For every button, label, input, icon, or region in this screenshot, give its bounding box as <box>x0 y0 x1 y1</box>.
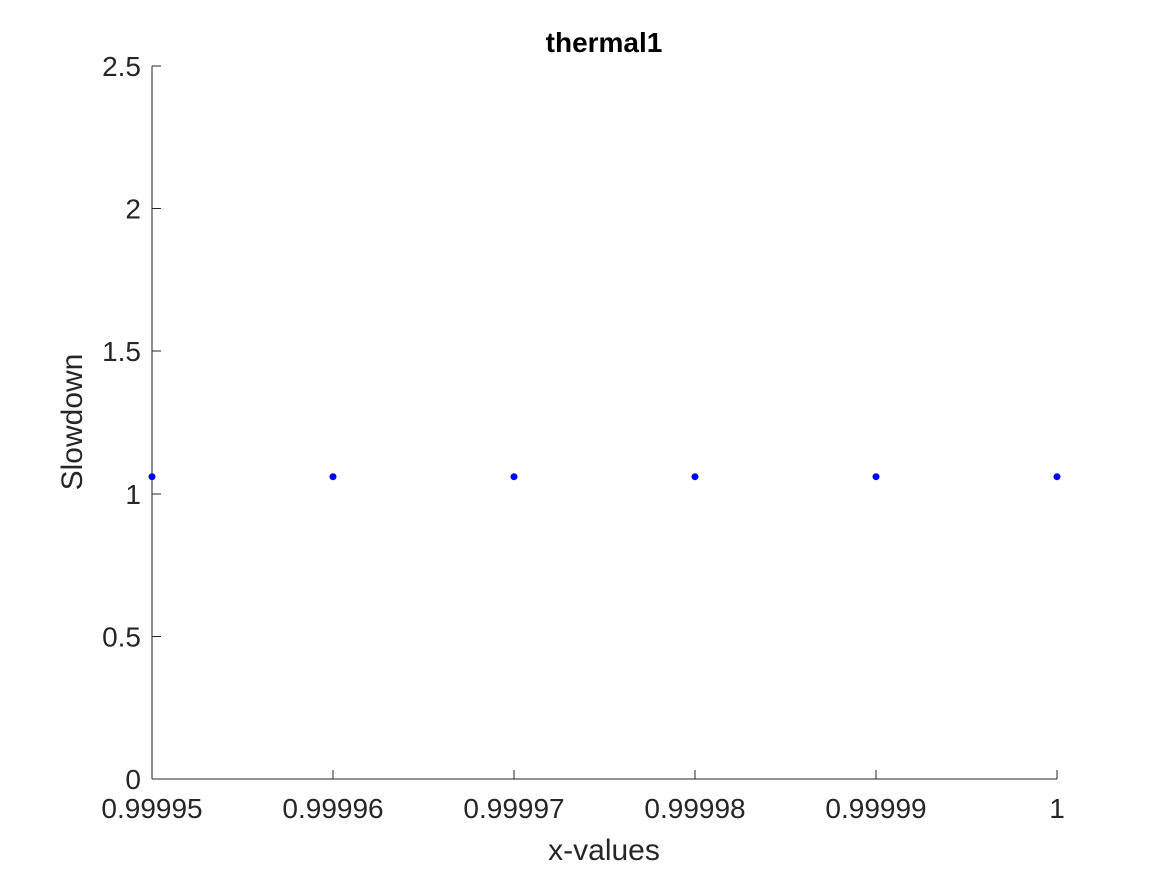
data-point <box>148 473 156 481</box>
data-point <box>1053 473 1061 481</box>
y-tick-label: 0 <box>125 764 141 795</box>
data-point <box>691 473 699 481</box>
y-tick-label: 2 <box>125 194 141 225</box>
plot-background <box>152 66 1057 779</box>
x-axis-ticks: 0.99995 0.99996 0.99997 0.99998 0.99999 1 <box>101 770 1065 824</box>
y-tick-label: 2.5 <box>102 51 141 82</box>
data-points <box>148 473 1061 481</box>
x-tick-label: 0.99999 <box>825 793 926 824</box>
y-tick-label: 1 <box>125 479 141 510</box>
y-tick-label: 1.5 <box>102 336 141 367</box>
x-tick-label: 0.99997 <box>463 793 564 824</box>
y-axis-ticks: 0 0.5 1 1.5 2 2.5 <box>102 51 161 795</box>
data-point <box>329 473 337 481</box>
y-axis-label: Slowdown <box>56 354 89 491</box>
x-tick-label: 1 <box>1049 793 1065 824</box>
x-tick-label: 0.99995 <box>101 793 202 824</box>
chart-title: thermal1 <box>546 27 663 58</box>
data-point <box>510 473 518 481</box>
y-tick-label: 0.5 <box>102 621 141 652</box>
data-point <box>872 473 880 481</box>
x-tick-label: 0.99998 <box>644 793 745 824</box>
x-axis-label: x-values <box>548 834 660 867</box>
x-tick-label: 0.99996 <box>282 793 383 824</box>
